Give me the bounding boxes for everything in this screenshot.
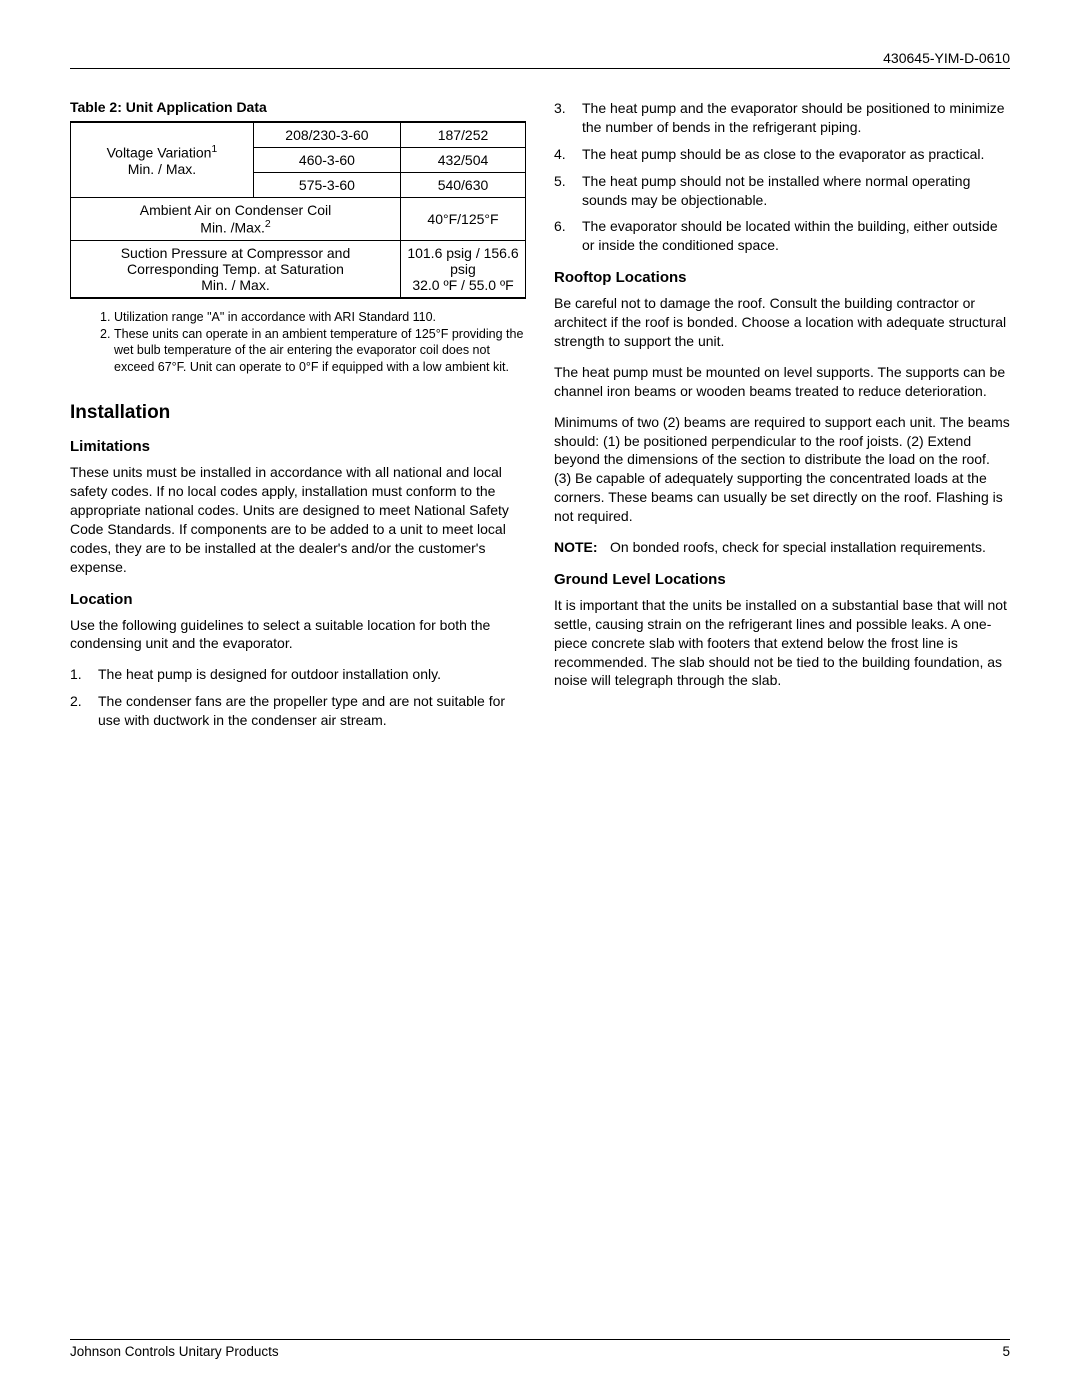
- heading-rooftop: Rooftop Locations: [554, 269, 1010, 286]
- list-number: 4.: [554, 145, 582, 164]
- footnote: 1. Utilization range "A" in accordance w…: [100, 309, 526, 326]
- list-text: The heat pump is designed for outdoor in…: [98, 665, 526, 684]
- paragraph: Be careful not to damage the roof. Consu…: [554, 294, 1010, 351]
- note: NOTE: On bonded roofs, check for special…: [554, 538, 1010, 557]
- footnote-text: Utilization range "A" in accordance with…: [114, 309, 526, 326]
- list-number: 6.: [554, 217, 582, 255]
- footnote: 2. These units can operate in an ambient…: [100, 326, 526, 377]
- paragraph: It is important that the units be instal…: [554, 596, 1010, 690]
- heading-location: Location: [70, 591, 526, 608]
- list-item: 5. The heat pump should not be installed…: [554, 172, 1010, 210]
- table-cell: 208/230-3-60: [253, 122, 400, 148]
- footer-page-number: 5: [1002, 1344, 1010, 1359]
- table-cell: 432/504: [400, 148, 525, 173]
- footnote-text: These units can operate in an ambient te…: [114, 326, 526, 377]
- table-footnotes: 1. Utilization range "A" in accordance w…: [100, 309, 526, 377]
- heading-ground: Ground Level Locations: [554, 571, 1010, 588]
- list-item: 2. The condenser fans are the propeller …: [70, 692, 526, 730]
- list-text: The heat pump and the evaporator should …: [582, 99, 1010, 137]
- list-number: 3.: [554, 99, 582, 137]
- page-footer: Johnson Controls Unitary Products 5: [70, 1339, 1010, 1359]
- table-cell: 575-3-60: [253, 173, 400, 198]
- unit-application-table: Voltage Variation1Min. / Max. 208/230-3-…: [70, 121, 526, 299]
- note-label: NOTE:: [554, 538, 610, 557]
- paragraph: These units must be installed in accorda…: [70, 463, 526, 576]
- two-column-content: Table 2: Unit Application Data Voltage V…: [70, 99, 1010, 738]
- footnote-number: 1.: [100, 309, 114, 326]
- list-text: The evaporator should be located within …: [582, 217, 1010, 255]
- table-caption: Table 2: Unit Application Data: [70, 99, 526, 115]
- ambient-value: 40°F/125°F: [400, 198, 525, 241]
- table-cell: 187/252: [400, 122, 525, 148]
- ambient-label: Ambient Air on Condenser CoilMin. /Max.2: [71, 198, 401, 241]
- doc-id: 430645-YIM-D-0610: [70, 50, 1010, 69]
- list-item: 1. The heat pump is designed for outdoor…: [70, 665, 526, 684]
- page: 430645-YIM-D-0610 Table 2: Unit Applicat…: [70, 50, 1010, 738]
- note-text: On bonded roofs, check for special insta…: [610, 538, 1010, 557]
- table-row: Ambient Air on Condenser CoilMin. /Max.2…: [71, 198, 526, 241]
- suction-label: Suction Pressure at Compressor and Corre…: [71, 240, 401, 298]
- footer-left: Johnson Controls Unitary Products: [70, 1344, 279, 1359]
- footnote-number: 2.: [100, 326, 114, 377]
- list-text: The heat pump should be as close to the …: [582, 145, 1010, 164]
- table-cell: 460-3-60: [253, 148, 400, 173]
- paragraph: Minimums of two (2) beams are required t…: [554, 413, 1010, 526]
- list-item: 4. The heat pump should be as close to t…: [554, 145, 1010, 164]
- table-row: Suction Pressure at Compressor and Corre…: [71, 240, 526, 298]
- list-number: 5.: [554, 172, 582, 210]
- location-list-right: 3. The heat pump and the evaporator shou…: [554, 99, 1010, 255]
- list-item: 3. The heat pump and the evaporator shou…: [554, 99, 1010, 137]
- suction-value: 101.6 psig / 156.6 psig32.0 ºF / 55.0 ºF: [400, 240, 525, 298]
- list-item: 6. The evaporator should be located with…: [554, 217, 1010, 255]
- voltage-label: Voltage Variation1Min. / Max.: [71, 122, 254, 198]
- paragraph: Use the following guidelines to select a…: [70, 616, 526, 654]
- list-text: The condenser fans are the propeller typ…: [98, 692, 526, 730]
- heading-installation: Installation: [70, 402, 526, 424]
- table-row: Voltage Variation1Min. / Max. 208/230-3-…: [71, 122, 526, 148]
- list-number: 1.: [70, 665, 98, 684]
- right-column: 3. The heat pump and the evaporator shou…: [554, 99, 1010, 738]
- paragraph: The heat pump must be mounted on level s…: [554, 363, 1010, 401]
- left-column: Table 2: Unit Application Data Voltage V…: [70, 99, 526, 738]
- list-number: 2.: [70, 692, 98, 730]
- heading-limitations: Limitations: [70, 438, 526, 455]
- table-cell: 540/630: [400, 173, 525, 198]
- list-text: The heat pump should not be installed wh…: [582, 172, 1010, 210]
- location-list-left: 1. The heat pump is designed for outdoor…: [70, 665, 526, 730]
